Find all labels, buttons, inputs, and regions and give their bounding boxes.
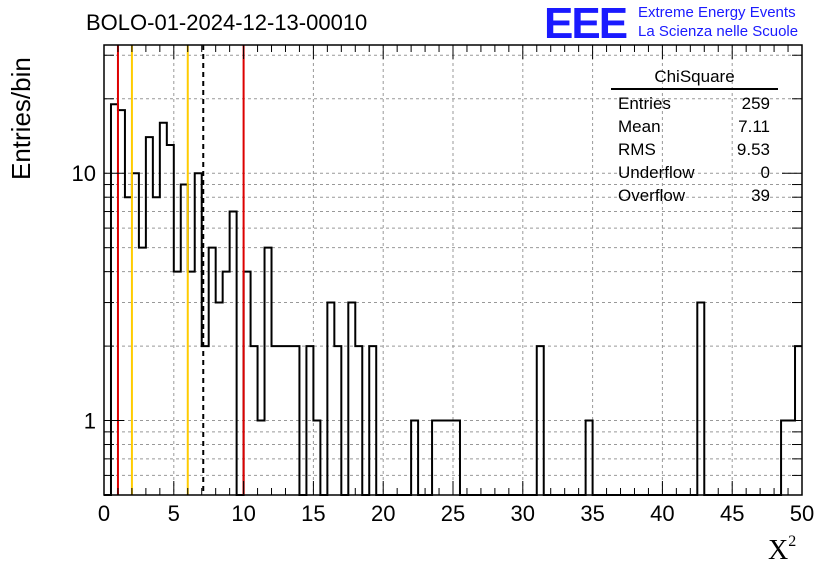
x-tick-label: 15 — [301, 501, 325, 526]
stats-value: 259 — [741, 94, 770, 113]
logo-caption-line1: Extreme Energy Events — [638, 4, 796, 21]
histogram-bar — [146, 137, 153, 495]
stats-label: Mean — [618, 117, 661, 136]
stats-row: RMS 9.53 — [611, 138, 778, 161]
logo-caption-line2: La Scienza nelle Scuole — [638, 23, 799, 40]
histogram-bar — [327, 303, 334, 495]
histogram-bar — [244, 272, 251, 495]
y-axis-label: Entries/bin — [6, 57, 36, 180]
histogram-bar — [230, 212, 237, 495]
eee-logo: EEE — [544, 0, 628, 48]
stats-value: 9.53 — [736, 140, 770, 159]
y-tick-label: 1 — [84, 409, 96, 434]
histogram-bar — [348, 303, 355, 495]
y-tick-label: 10 — [72, 161, 96, 186]
x-axis-label-superscript: 2 — [788, 533, 797, 550]
histogram-bar — [174, 272, 181, 495]
stats-row: Underflow 0 — [611, 161, 778, 184]
stats-row: Entries 259 — [611, 92, 778, 115]
x-axis-label: X2 — [768, 533, 797, 567]
reference-lines — [116, 45, 245, 495]
grid-lines — [104, 45, 802, 495]
stats-label: RMS — [618, 140, 656, 159]
stats-row: Mean 7.11 — [611, 115, 778, 138]
stats-value: 7.11 — [738, 117, 770, 136]
x-tick-label: 10 — [231, 501, 255, 526]
x-tick-label: 0 — [98, 501, 110, 526]
x-tick-label: 45 — [720, 501, 744, 526]
stats-row: Overflow 39 — [611, 184, 778, 207]
histogram-bar — [195, 173, 202, 495]
x-tick-label: 5 — [168, 501, 180, 526]
histogram-bar — [139, 248, 146, 495]
stats-label: Entries — [618, 94, 671, 113]
histogram-bar — [181, 185, 188, 495]
histogram-bar — [216, 303, 223, 495]
x-tick-label: 40 — [650, 501, 674, 526]
stats-box: ChiSquare Entries 259 Mean 7.11 RMS 9.53 Un… — [611, 67, 778, 207]
x-axis-label-base: X — [768, 535, 789, 566]
stats-label: Overflow — [618, 186, 686, 205]
x-tick-label: 20 — [371, 501, 395, 526]
histogram-bar — [160, 123, 167, 495]
stats-value: 0 — [760, 163, 770, 182]
histogram-bar — [223, 272, 230, 495]
chart-title: BOLO-01-2024-12-13-00010 — [86, 10, 368, 35]
logo-caption: Extreme Energy Events La Scienza nelle S… — [638, 3, 798, 41]
x-tick-label: 25 — [441, 501, 465, 526]
x-tick-label: 30 — [511, 501, 535, 526]
stats-label: Underflow — [618, 163, 695, 182]
axes: 0 5 10 15 20 25 30 35 40 45 50 1 10 — [72, 44, 814, 526]
x-tick-label: 35 — [580, 501, 604, 526]
histogram-bar — [132, 173, 139, 495]
histogram-bar — [188, 272, 195, 495]
histogram-bar — [111, 104, 118, 495]
histogram-bar — [697, 303, 704, 495]
histogram-bar — [265, 248, 272, 495]
stats-value: 39 — [751, 186, 770, 205]
x-tick-label: 50 — [790, 501, 814, 526]
stats-title: ChiSquare — [611, 67, 778, 90]
histogram-bar — [209, 248, 216, 495]
